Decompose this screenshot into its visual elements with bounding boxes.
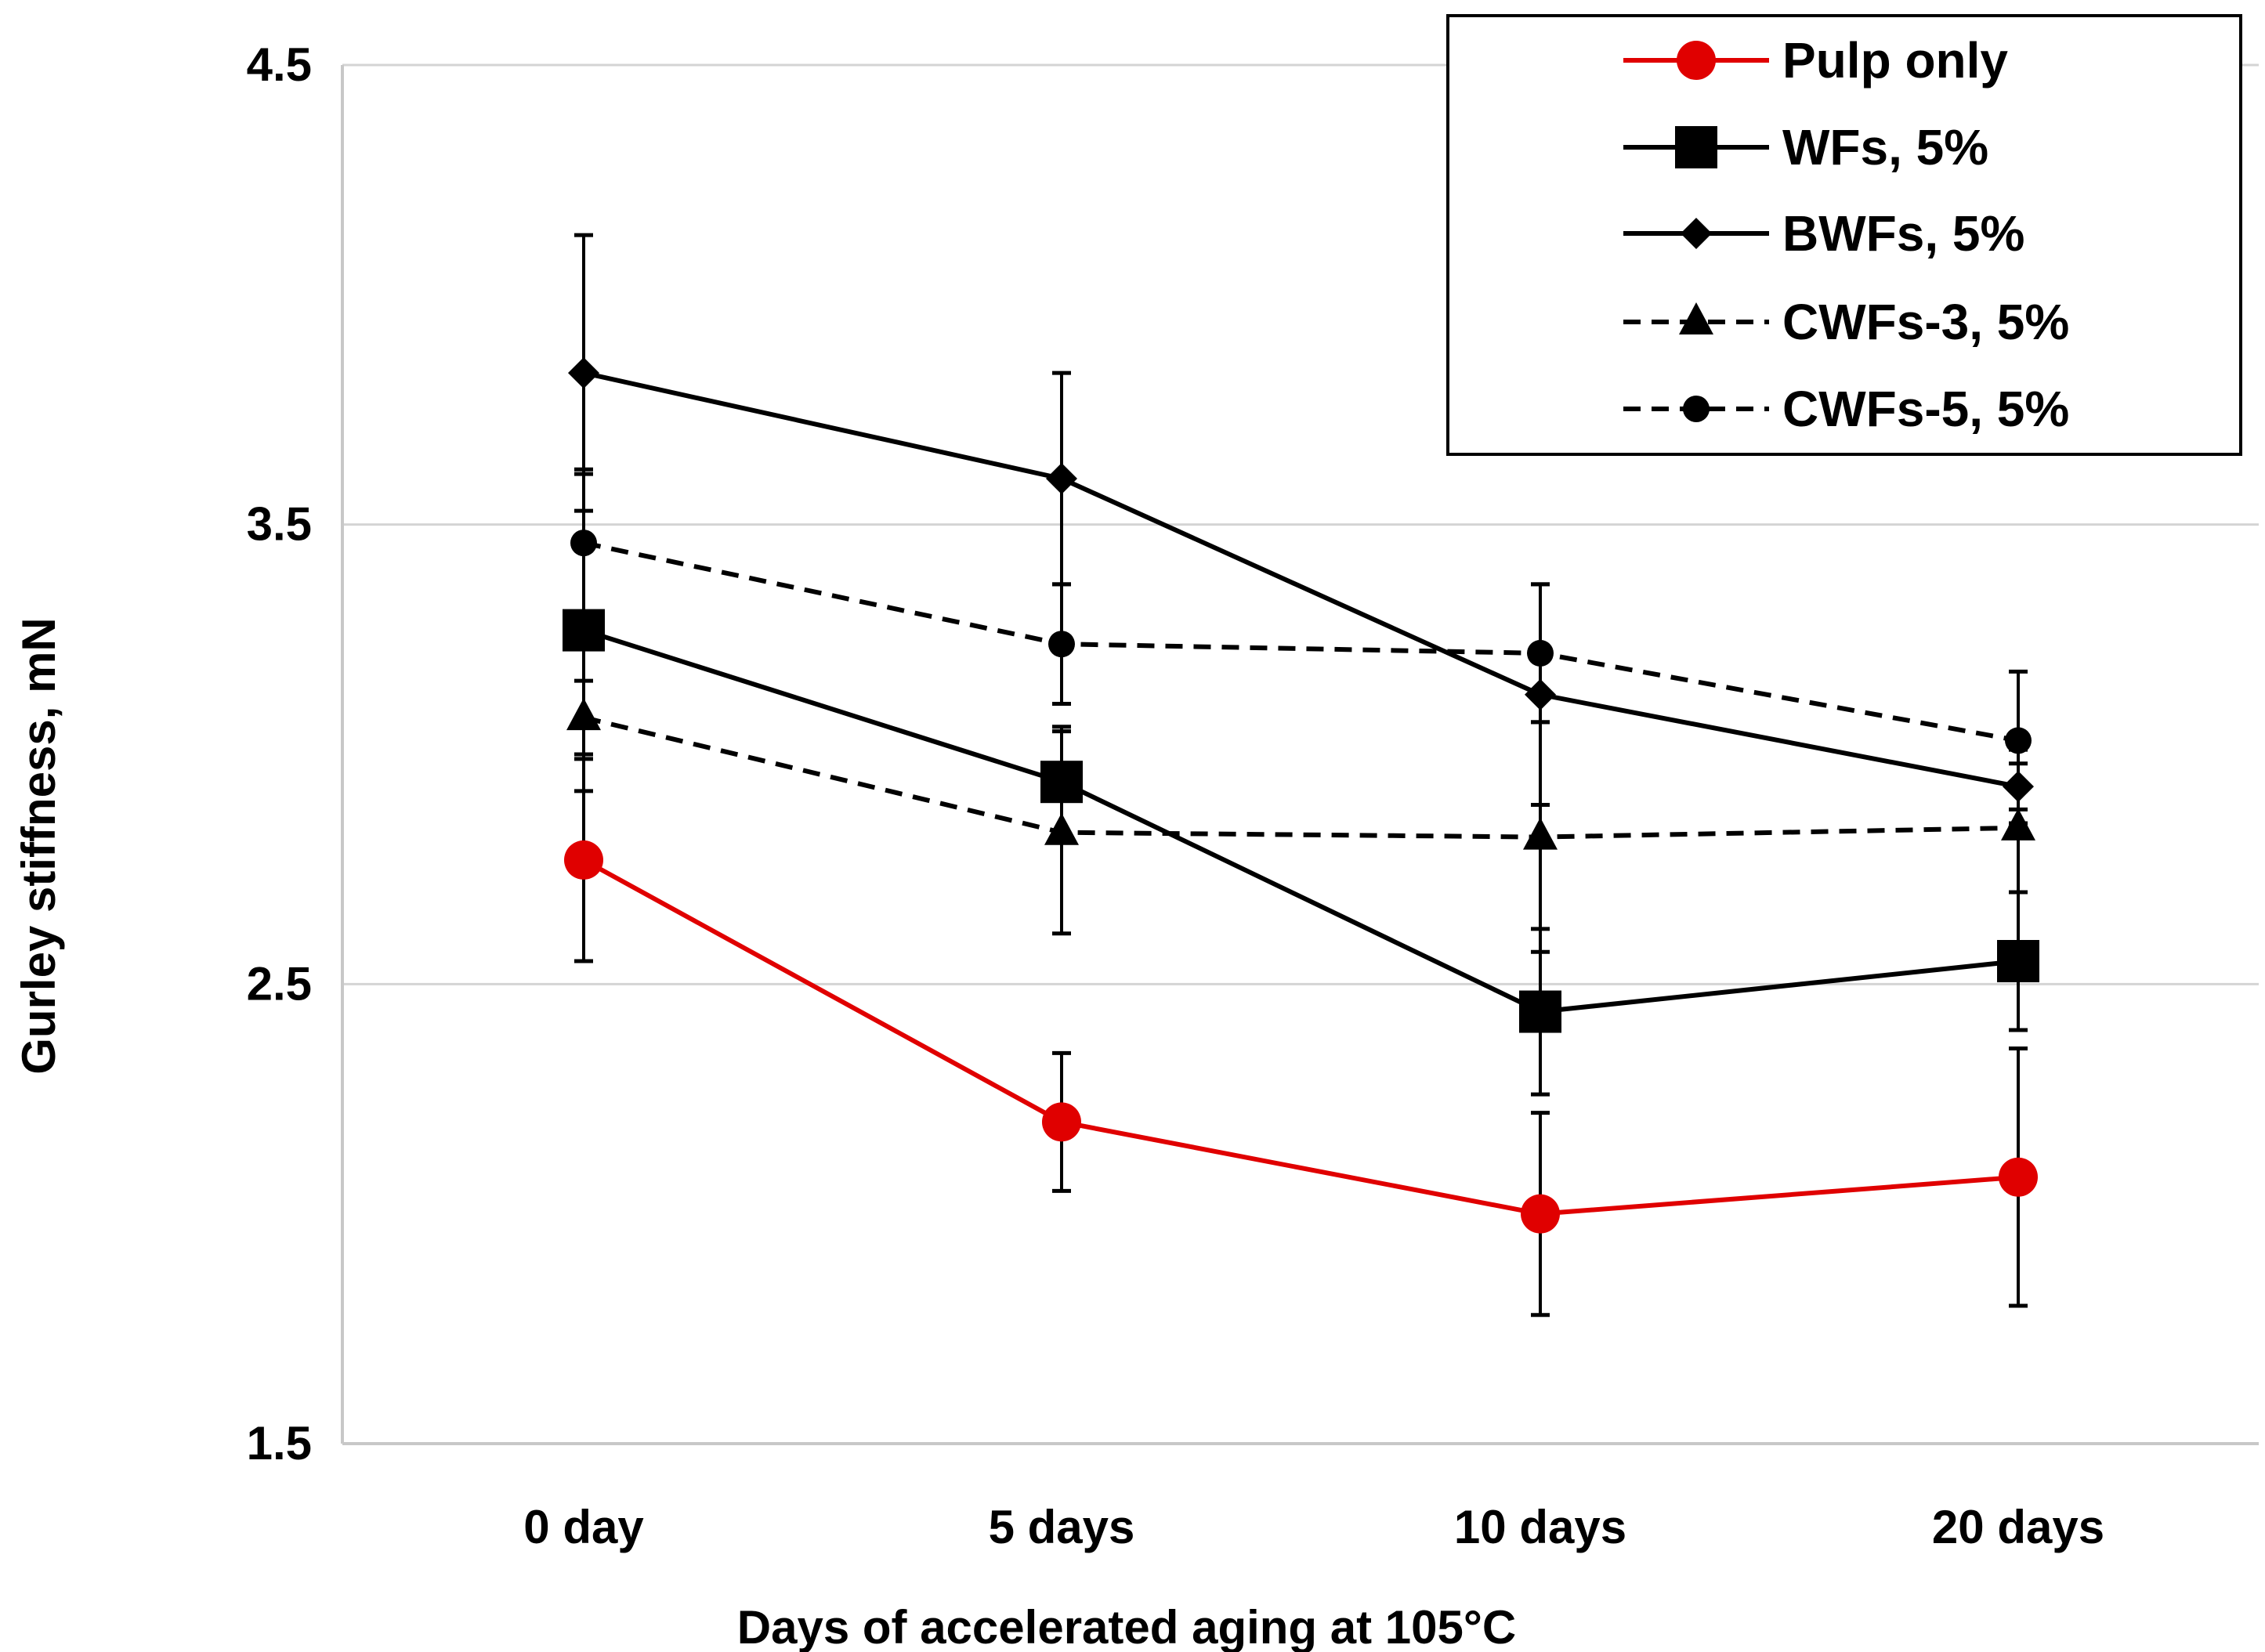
x-tick-label: 10 days [1454,1501,1626,1553]
series-line [583,627,2019,1014]
data-point [1521,1194,1560,1234]
data-point [1675,126,1717,168]
data-point [1681,218,1712,249]
x-tick-labels: 0 day 5 days 10 days 20 days [523,1501,2104,1553]
y-tick-label: 1.5 [247,1417,312,1469]
legend-label: Pulp only [1782,32,2008,89]
data-point [1679,302,1713,334]
y-tick-label: 3.5 [247,498,312,551]
data-point [568,357,599,389]
data-point [1519,990,1561,1033]
data-point [2005,727,2032,754]
data-point [570,530,597,557]
legend-label: WFs, 5% [1782,119,1988,175]
legend-box [1446,14,2242,456]
series-line [583,371,2019,790]
series-pulp-only [564,757,2038,1318]
legend: Pulp only WFs, 5% BWFs, 5% CWFs-3, 5% CWFs-5… [1446,14,2242,456]
series-layer [563,233,2039,1318]
x-tick-label: 20 days [1932,1501,2104,1553]
y-tick-label: 2.5 [247,957,312,1010]
data-point [1048,631,1075,658]
data-point [1999,1157,2038,1197]
legend-label: BWFs, 5% [1782,205,2024,262]
series-wfs-5 [563,467,2039,1097]
series-bwfs-5 [568,233,2034,826]
y-tick-labels: 1.5 2.5 3.5 4.5 [247,38,312,1469]
series-line [582,858,2019,1216]
legend-label: CWFs-3, 5% [1782,294,2069,350]
y-tick-label: 4.5 [247,38,312,91]
data-point [2003,771,2034,803]
x-tick-label: 0 day [523,1501,644,1553]
data-point [564,840,603,880]
data-point [1997,940,2039,982]
data-point [1046,463,1077,494]
data-point [1523,817,1558,850]
data-point [1525,678,1556,710]
data-point [1040,761,1083,804]
data-point [1677,41,1716,80]
data-point [1683,396,1710,422]
y-axis-title: Gurley stiffness, mN [13,617,65,1075]
x-tick-label: 5 days [989,1501,1135,1553]
legend-label: CWFs-5, 5% [1782,381,2069,437]
x-axis-title: Days of accelerated aging at 105°C [737,1601,1516,1652]
data-point [563,609,605,652]
data-point [1042,1102,1081,1142]
